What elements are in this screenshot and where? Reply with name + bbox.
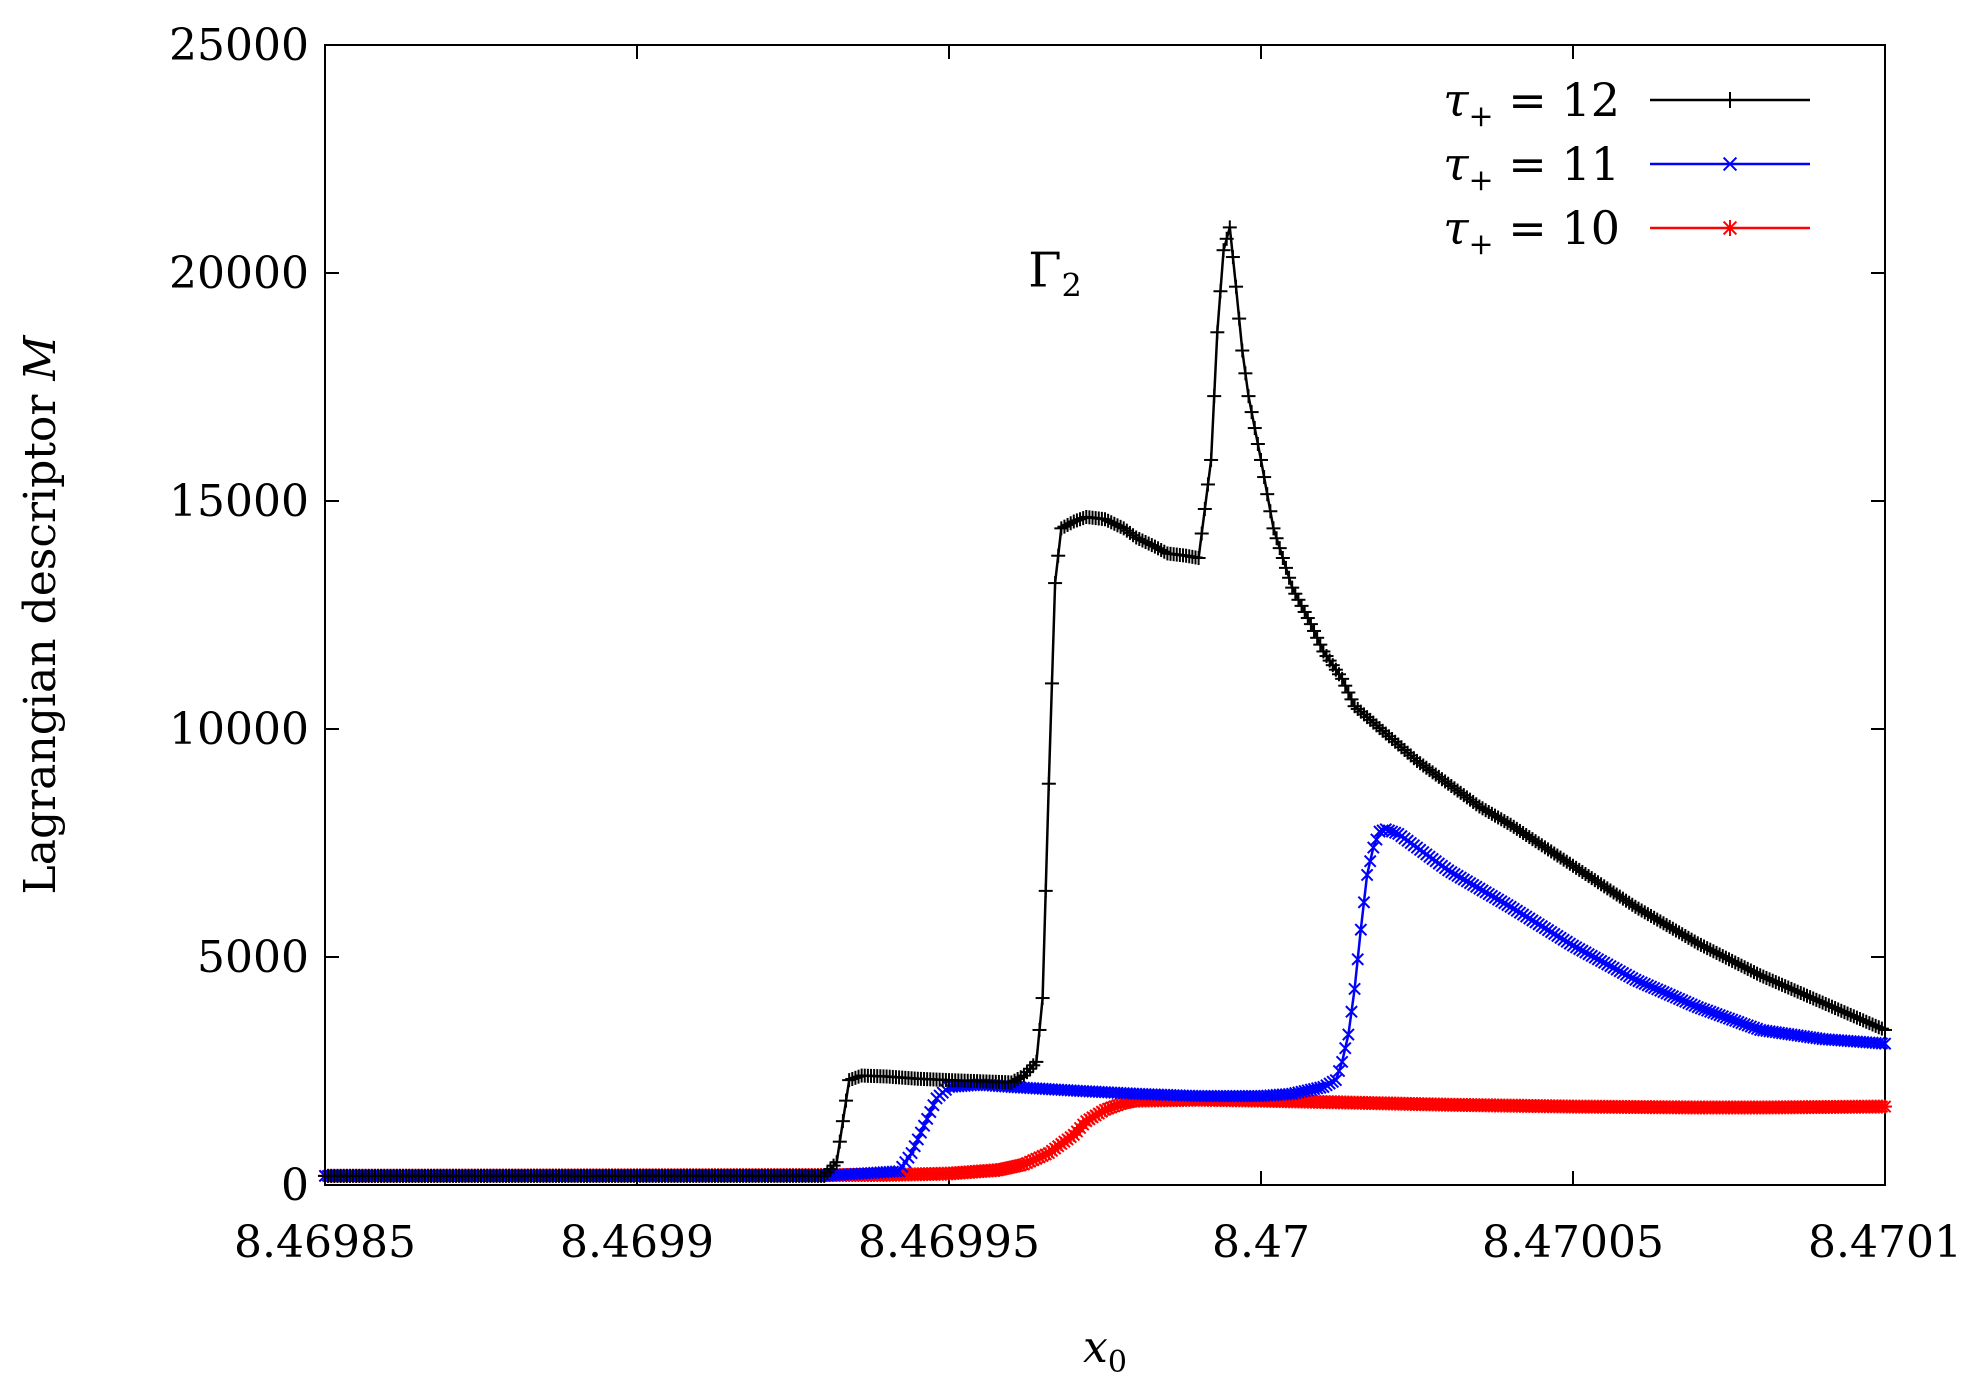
series-markers: [318, 823, 1892, 1183]
series-markers: [318, 1092, 1892, 1183]
y-axis-label: Lagrangian descriptor M: [15, 335, 66, 895]
x-tick-label: 8.47005: [1482, 1217, 1664, 1268]
y-tick-label: 5000: [197, 932, 309, 983]
series-1: [318, 220, 1892, 1183]
gamma-annotation: Γ2: [1028, 243, 1082, 305]
y-tick-label: 10000: [169, 704, 309, 755]
x-tick-label: 8.46995: [858, 1217, 1040, 1268]
legend-label: τ+ = 10: [1443, 201, 1620, 262]
series-2: [318, 823, 1892, 1183]
plot-frame: [324, 44, 1886, 1186]
series-line: [325, 827, 1886, 1178]
x-tick-label: 8.4699: [560, 1217, 714, 1268]
legend-label: τ+ = 12: [1443, 73, 1620, 134]
x-tick-label: 8.47: [1212, 1217, 1310, 1268]
x-tick-label: 8.4701: [1808, 1217, 1962, 1268]
series-markers: [318, 220, 1892, 1183]
axis-ticks: 8.46985 8.4699 8.46995 8.47 8.47005 8.4701 0 50…: [169, 20, 1962, 1268]
legend-entry: τ+ = 11: [1443, 137, 1810, 198]
series-layer: [318, 220, 1892, 1183]
x-axis-label: x0: [1083, 1322, 1127, 1380]
legend-entry: τ+ = 10: [1443, 201, 1810, 262]
y-tick-label: 20000: [169, 248, 309, 299]
y-tick-label: 0: [281, 1160, 309, 1211]
x-tick-label: 8.46985: [234, 1217, 416, 1268]
series-3: [318, 1092, 1892, 1183]
y-tick-label: 25000: [169, 20, 309, 71]
legend: τ+ = 12τ+ = 11τ+ = 10: [1443, 73, 1810, 262]
legend-label: τ+ = 11: [1443, 137, 1620, 198]
y-tick-label: 15000: [169, 476, 309, 527]
legend-entry: τ+ = 12: [1443, 73, 1810, 134]
series-line: [325, 227, 1886, 1178]
